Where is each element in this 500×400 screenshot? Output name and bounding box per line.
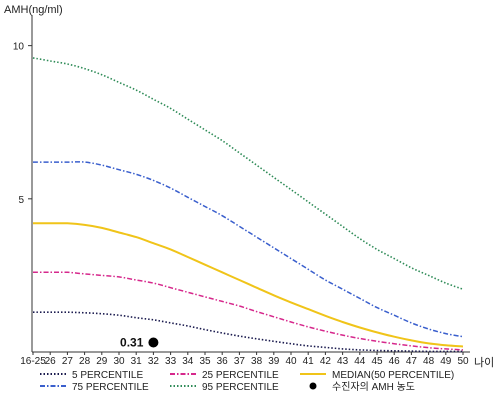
series-line-25-percentile bbox=[33, 271, 464, 351]
legend-label-75-percentile: 75 PERCENTILE bbox=[72, 382, 149, 393]
legend-swatch-patient bbox=[309, 382, 317, 390]
x-tick-label-33: 33 bbox=[165, 356, 177, 367]
x-tick-label-28: 28 bbox=[79, 356, 91, 367]
series-lines bbox=[32, 57, 464, 353]
x-tick-label-36: 36 bbox=[217, 356, 229, 367]
x-axis-title: 나이 bbox=[474, 356, 494, 369]
x-tick-label-31: 31 bbox=[131, 356, 143, 367]
x-tick-label-40: 40 bbox=[285, 356, 297, 367]
legend-label-5-percentile: 5 PERCENTILE bbox=[72, 370, 143, 381]
x-tick-label-49: 49 bbox=[440, 356, 452, 367]
x-tick-label-38: 38 bbox=[251, 356, 263, 367]
series-line-75-percentile bbox=[32, 161, 464, 338]
x-tick-label-39: 39 bbox=[268, 356, 280, 367]
x-tick-label-43: 43 bbox=[337, 356, 349, 367]
x-tick-label-30: 30 bbox=[113, 356, 125, 367]
x-tick-label-32: 32 bbox=[148, 356, 160, 367]
x-tick-label-29: 29 bbox=[96, 356, 108, 367]
x-tick-label-26: 26 bbox=[45, 356, 57, 367]
series-line-median-50-percentile bbox=[32, 222, 464, 348]
y-tick-label-5: 5 bbox=[18, 195, 24, 206]
series-line-95-percentile bbox=[32, 57, 464, 290]
y-ticks: 5 10 bbox=[13, 42, 32, 206]
legend: 5 PERCENTILE 25 PERCENTILE MEDIAN(50 PERCE… bbox=[40, 370, 454, 393]
x-tick-label-46: 46 bbox=[389, 356, 401, 367]
legend-label-95-percentile: 95 PERCENTILE bbox=[202, 382, 279, 393]
x-tick-label-50: 50 bbox=[457, 356, 469, 367]
x-tick-label-41: 41 bbox=[303, 356, 315, 367]
x-tick-label-37: 37 bbox=[234, 356, 246, 367]
x-tick-label-35: 35 bbox=[199, 356, 211, 367]
x-tick-label-27: 27 bbox=[62, 356, 74, 367]
x-tick-label-44: 44 bbox=[354, 356, 366, 367]
x-tick-label-47: 47 bbox=[406, 356, 418, 367]
patient-marker-label: 0.31 bbox=[120, 336, 144, 350]
y-axis-title: AMH(ng/ml) bbox=[4, 4, 63, 16]
x-tick-label-34: 34 bbox=[182, 356, 194, 367]
y-tick-label-10: 10 bbox=[13, 42, 25, 53]
x-tick-label-42: 42 bbox=[320, 356, 332, 367]
series-line-5-percentile bbox=[33, 311, 464, 353]
patient-marker: 0.31 bbox=[120, 336, 159, 350]
legend-label-25-percentile: 25 PERCENTILE bbox=[202, 370, 279, 381]
x-tick-label-48: 48 bbox=[423, 356, 435, 367]
x-tick-label-16-25: 16-25 bbox=[20, 356, 46, 367]
patient-marker-point bbox=[148, 337, 159, 348]
legend-label-patient: 수진자의 AMH 농도 bbox=[332, 381, 415, 393]
legend-label-median-50-percentile: MEDIAN(50 PERCENTILE) bbox=[332, 370, 454, 381]
x-tick-label-45: 45 bbox=[371, 356, 383, 367]
